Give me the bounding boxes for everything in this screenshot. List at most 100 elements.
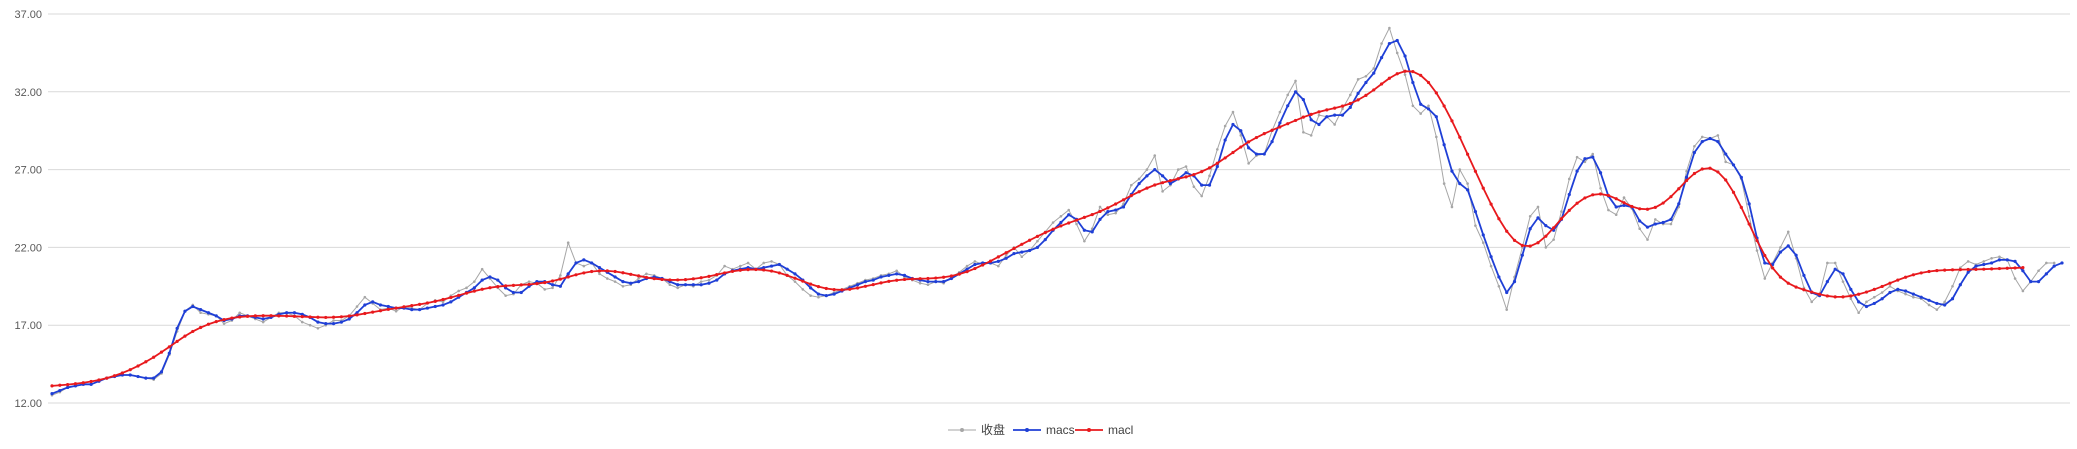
data-point [597,266,602,270]
data-point [1567,208,1571,212]
data-point [965,264,969,268]
data-point [1129,193,1133,198]
data-point [1012,246,1016,251]
data-point [1168,179,1172,183]
data-point [300,312,304,316]
data-point [543,280,547,285]
data-point [1966,260,1970,263]
data-point [699,276,703,280]
data-point [738,264,742,268]
data-point [1435,135,1438,139]
data-point [1864,304,1869,309]
data-point [590,261,594,265]
data-point [817,295,820,299]
data-point [793,276,797,280]
data-point [1872,287,1876,292]
data-point [1340,113,1345,117]
data-point [1207,183,1212,187]
data-point [1286,104,1290,108]
data-point [1114,202,1118,206]
data-point [363,295,367,299]
data-point [1286,122,1290,126]
data-point [1692,171,1697,176]
data-point [222,322,226,325]
data-point [2013,277,2017,280]
data-point [1481,186,1485,190]
data-point [1207,166,1212,170]
data-point [1083,239,1086,243]
data-point [1059,224,1063,228]
data-point [1184,175,1188,179]
data-point [1419,73,1423,77]
data-point [1364,93,1368,97]
data-point [191,329,195,334]
legend-item: macs [1013,423,1075,437]
data-point [582,271,586,275]
data-point [1411,80,1415,85]
data-point [2037,269,2040,273]
data-point [1700,167,1704,171]
series-line [51,70,2023,387]
data-point [316,320,320,324]
legend-label: macs [1046,423,1075,437]
data-point [1779,246,1782,249]
data-point [1278,110,1282,114]
data-point [996,255,1000,259]
data-point [480,287,484,291]
data-point [159,370,164,374]
data-point [449,295,453,300]
data-point [1497,275,1501,279]
data-point [1575,155,1579,159]
data-point [1841,272,1845,276]
data-point [120,371,124,375]
data-point [1348,105,1352,109]
data-point [457,289,460,293]
data-point [1974,267,1978,271]
data-point [1638,227,1641,231]
data-point [1473,210,1478,214]
data-point [934,280,938,284]
data-point [1778,250,1783,254]
data-point [519,290,523,295]
data-point [277,314,281,318]
data-point [785,273,789,278]
data-point [73,382,78,386]
data-point [473,280,476,283]
data-point [511,283,516,287]
data-point [417,308,422,312]
data-point [1622,196,1626,199]
data-point [214,314,218,318]
data-point [887,279,891,283]
data-point [683,283,688,287]
data-point [386,304,390,309]
data-point [1661,201,1665,205]
data-point [1364,80,1368,85]
data-point [863,284,867,288]
data-point [676,278,680,282]
data-point [1247,146,1251,150]
data-point [363,311,367,316]
data-point [1528,214,1532,218]
data-point [1693,144,1696,148]
data-point [918,277,922,281]
data-point [590,269,594,274]
data-point [605,269,609,273]
data-point [613,275,617,279]
data-point [809,294,812,297]
data-point [574,273,578,277]
data-point [2052,261,2056,265]
data-point [1927,298,1931,302]
data-point [1458,182,1462,186]
data-point [1684,178,1689,183]
data-point [1622,203,1626,207]
data-point [58,383,62,387]
data-point [723,264,726,268]
data-point [1481,241,1485,245]
data-point [81,381,85,385]
data-point [285,314,289,318]
data-point [425,301,430,305]
data-point [1833,267,1837,271]
data-point [1192,185,1196,189]
legend: 收盘 macs macl [948,422,1133,437]
data-point [1739,205,1743,210]
